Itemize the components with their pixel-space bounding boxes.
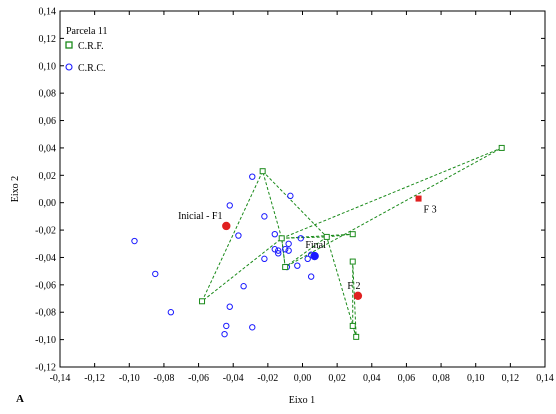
y-tick-label: -0,10 [35,335,56,346]
x-tick-label: 0,06 [398,373,416,384]
x-tick-label: -0,04 [223,373,244,384]
crc-point [287,192,294,200]
annotation-label: F 3 [424,205,437,216]
crf-polygon [201,169,283,302]
crc-point [261,213,268,220]
crf-point [282,264,289,271]
y-tick-label: -0,02 [35,226,56,237]
x-tick-label: -0,10 [119,373,140,384]
series-crc [131,173,315,338]
series-crf [199,144,505,340]
x-tick-label: -0,12 [84,373,105,384]
crc-point [131,237,138,245]
annotation-marker [310,251,319,261]
annotation-label: F 2 [347,281,360,292]
crf-point [349,322,356,329]
y-tick-label: -0,08 [35,308,56,319]
crc-point [297,235,304,242]
crf-polygon [281,147,502,268]
x-tick-label: 0,14 [536,373,554,384]
y-tick-label: 0,14 [39,7,57,18]
crc-point [249,324,256,331]
legend-crf-label: C.R.F. [78,41,104,52]
crc-point [275,247,282,254]
x-tick-label: -0,08 [154,373,175,384]
x-tick-label: 0,04 [363,373,381,384]
crf-point [353,333,360,340]
annotations: Inicial - F1 Final F 2 F 3 [178,195,437,300]
crc-point [226,303,233,310]
y-tick-label: 0,06 [39,116,57,127]
crf-point [199,298,206,305]
plot-frame [59,10,546,368]
crf-point [278,235,285,242]
crc-point [240,283,247,290]
legend-crc-label: C.R.C. [78,63,106,74]
crc-point [294,262,301,269]
y-axis-title: Eixo 2 [10,176,21,202]
y-tick-label: -0,06 [35,280,56,291]
crc-point [285,247,292,254]
crc-point [275,250,282,257]
x-axis-title: Eixo 1 [289,395,315,406]
y-tick-label: 0,10 [39,61,57,72]
y-tick-label: 0,00 [39,198,57,209]
y-tick-label: 0,04 [39,143,57,154]
x-tick-label: -0,14 [50,373,71,384]
crc-point [285,240,292,247]
x-tick-label: 0,10 [467,373,485,384]
x-tick-label: 0,12 [502,373,520,384]
x-tick-label: 0,08 [432,373,450,384]
legend: Parcela 11 C.R.F. C.R.C. [65,26,108,74]
crf-point [498,144,505,151]
legend-crc-marker [65,63,73,71]
x-tick-labels: -0,14 -0,12 -0,10 -0,08 -0,06 -0,04 -0,02 0,00 0… [50,373,554,384]
x-tick-label: -0,06 [188,373,209,384]
crf-point [349,258,356,265]
crf-point [349,231,356,238]
y-tick-label: 0,08 [39,89,57,100]
crf-polygons [201,147,502,338]
crc-point [304,255,311,263]
f3-marker [415,195,422,202]
crc-point [281,246,289,253]
annotation-label: Final [305,240,326,251]
y-tick-label: -0,12 [35,363,56,374]
y-tick-label: 0,02 [39,171,57,182]
crc-point [307,273,315,280]
crf-point [259,168,266,175]
crc-point [223,322,230,330]
panel-label: A [16,393,24,405]
crc-point [152,270,159,278]
crc-point [271,246,278,253]
crc-point [235,232,242,239]
legend-title: Parcela 11 [66,26,108,37]
legend-crf-marker [65,41,73,49]
crf-polygon [281,236,329,268]
crc-point [261,255,268,263]
x-tick-label: 0,00 [294,373,312,384]
axis-ticks [59,10,546,368]
crc-point [226,202,233,209]
crf-point [323,233,330,240]
annotation-marker [222,221,231,231]
y-tick-label: 0,12 [39,34,57,45]
y-tick-label: -0,04 [35,253,56,264]
crc-point [271,230,278,238]
x-tick-label: -0,02 [257,373,278,384]
crc-point [249,173,256,180]
annotation-label: Inicial - F1 [178,211,222,222]
y-tick-labels: -0,12 -0,10 -0,08 -0,06 -0,04 -0,02 0,00 0,02 0,… [35,7,56,374]
crc-point [221,330,228,338]
x-tick-label: 0,02 [328,373,346,384]
annotation-marker [353,291,363,300]
crc-point [167,309,175,316]
